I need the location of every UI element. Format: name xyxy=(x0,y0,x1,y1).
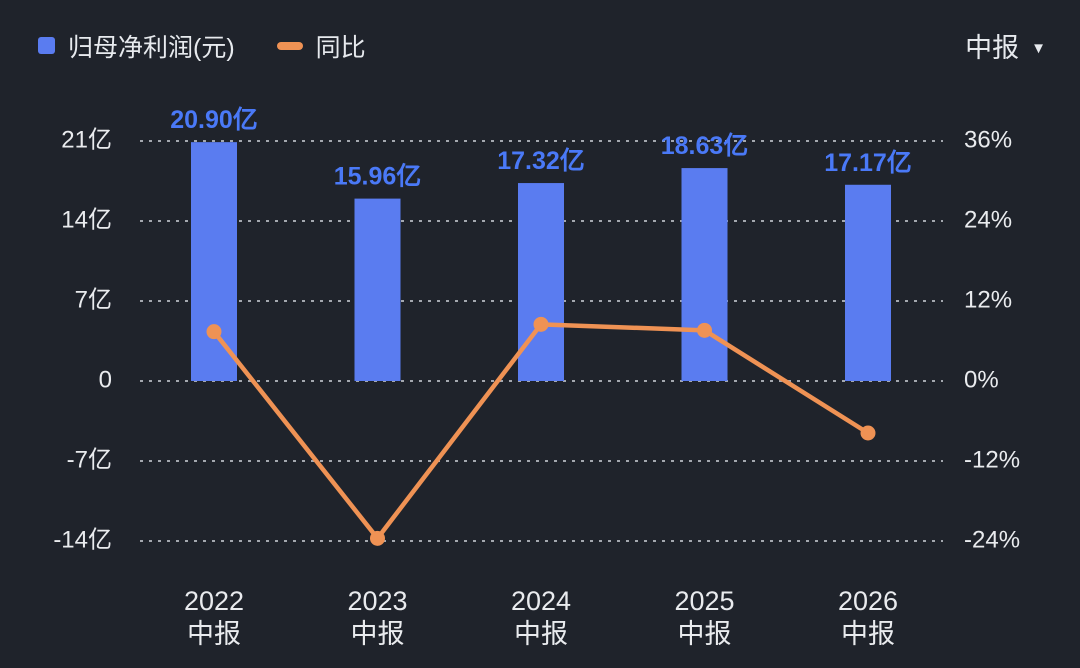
yoy-point[interactable] xyxy=(860,425,876,441)
bar-legend-swatch xyxy=(38,37,55,54)
y-axis-label-right: 0% xyxy=(964,366,999,393)
y-axis-label-right: 24% xyxy=(964,206,1012,233)
y-axis-label-left: 21亿 xyxy=(61,126,112,153)
x-axis-label: 2024 中报 xyxy=(511,586,571,649)
y-axis-label-left: 0 xyxy=(99,366,112,393)
chart-header: 归母净利润(元) 同比 中报 ▼ xyxy=(0,0,1080,65)
x-axis-label: 2022 中报 xyxy=(184,586,244,649)
chevron-down-icon: ▼ xyxy=(1031,39,1046,57)
bar[interactable] xyxy=(845,184,891,381)
bar-value-label: 20.90亿 xyxy=(170,106,258,134)
x-axis-label: 2026 中报 xyxy=(838,586,898,649)
bar-value-label: 17.32亿 xyxy=(497,147,585,175)
y-axis-label-right: 12% xyxy=(964,286,1012,313)
x-axis-label: 2023 中报 xyxy=(347,586,407,649)
legend: 归母净利润(元) 同比 xyxy=(38,28,366,64)
legend-item-yoy[interactable]: 同比 xyxy=(276,28,366,64)
yoy-point[interactable] xyxy=(370,530,385,546)
bar-value-label: 15.96亿 xyxy=(334,163,422,191)
yoy-point[interactable] xyxy=(697,322,712,338)
bar[interactable] xyxy=(354,198,401,381)
x-axis-label: 2025 中报 xyxy=(674,586,734,649)
y-axis-label-left: 7亿 xyxy=(75,286,112,313)
line-legend-swatch xyxy=(276,41,303,50)
legend-item-net-profit[interactable]: 归母净利润(元) xyxy=(38,28,235,64)
y-axis-label-right: -12% xyxy=(964,446,1020,473)
y-axis-label-right: -24% xyxy=(964,526,1020,553)
bar[interactable] xyxy=(518,183,564,381)
period-selector[interactable]: 中报 ▼ xyxy=(965,26,1046,65)
yoy-point[interactable] xyxy=(533,316,549,332)
y-axis-label-left: 14亿 xyxy=(61,206,112,233)
bar-value-label: 18.63亿 xyxy=(661,132,749,160)
line-legend-label: 同比 xyxy=(315,33,366,62)
y-axis-label-left: -7亿 xyxy=(67,446,112,473)
period-selector-label: 中报 xyxy=(965,33,1020,63)
yoy-point[interactable] xyxy=(206,324,222,340)
bar-value-label: 17.17亿 xyxy=(824,149,912,177)
bar-legend-label: 归母净利润(元) xyxy=(68,33,235,62)
bar[interactable] xyxy=(681,168,728,381)
y-axis-label-right: 36% xyxy=(964,126,1012,153)
bar[interactable] xyxy=(191,142,237,381)
y-axis-label-left: -14亿 xyxy=(53,526,112,553)
